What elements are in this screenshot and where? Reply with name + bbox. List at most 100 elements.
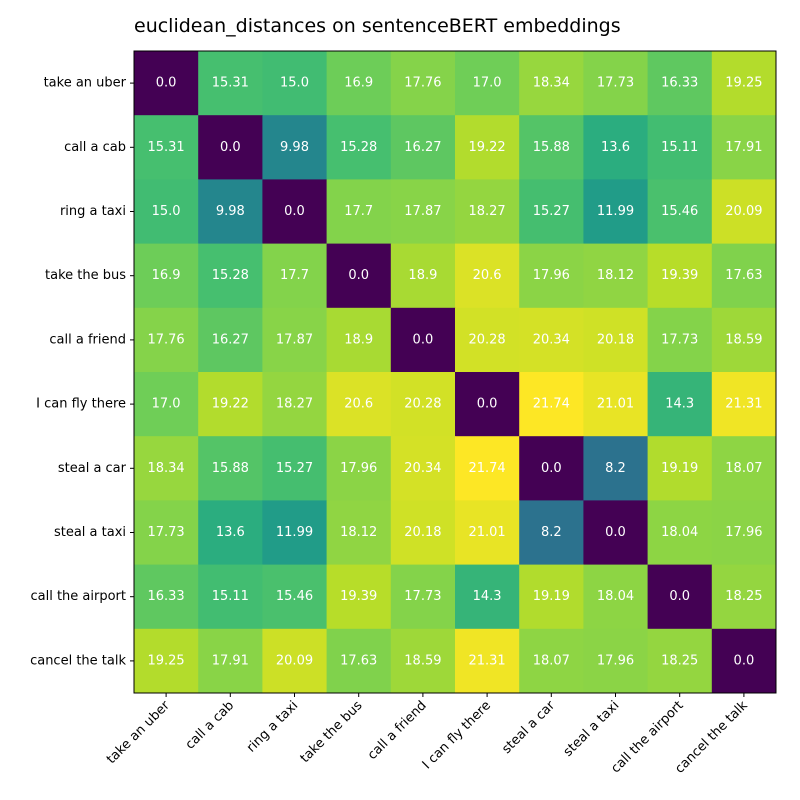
cell-value-label: 17.7 bbox=[280, 268, 309, 283]
heatmap-cell bbox=[455, 628, 520, 694]
heatmap-cell bbox=[134, 500, 199, 566]
heatmap-cell bbox=[390, 436, 456, 501]
cell-value-label: 20.18 bbox=[404, 525, 441, 540]
heatmap-cell bbox=[326, 372, 392, 437]
cell-value-label: 18.34 bbox=[533, 76, 570, 91]
heatmap-cell bbox=[583, 243, 649, 309]
cell-value-label: 21.74 bbox=[533, 397, 570, 412]
heatmap-cell bbox=[134, 51, 199, 116]
heatmap-cell bbox=[134, 564, 199, 630]
heatmap-cell bbox=[390, 372, 456, 437]
cell-value-labels: 0.0 15.31 15.0 16.9 17.76 17.0 18.34 17.73 16.33… bbox=[147, 76, 762, 669]
heatmap-cell bbox=[198, 628, 263, 694]
heatmap-cell bbox=[326, 500, 392, 566]
cell-value-label: 15.46 bbox=[276, 589, 313, 604]
heatmap-cell bbox=[198, 564, 263, 630]
heatmap-cell bbox=[390, 307, 456, 373]
y-tick-label: take an uber bbox=[44, 76, 127, 91]
heatmap-cell bbox=[134, 179, 199, 245]
heatmap-cell bbox=[390, 179, 456, 245]
heatmap-cell bbox=[390, 564, 456, 630]
cell-value-label: 15.46 bbox=[661, 204, 698, 219]
cell-value-label: 17.96 bbox=[533, 268, 570, 283]
cell-value-label: 8.2 bbox=[541, 525, 562, 540]
cell-value-label: 11.99 bbox=[276, 525, 313, 540]
cell-value-label: 20.34 bbox=[533, 332, 570, 347]
heatmap-cell bbox=[262, 628, 328, 694]
cell-value-label: 17.63 bbox=[725, 268, 762, 283]
cell-value-label: 17.96 bbox=[597, 653, 634, 668]
heatmap-cell bbox=[519, 307, 584, 373]
cell-value-label: 0.0 bbox=[669, 589, 690, 604]
cell-value-label: 18.34 bbox=[147, 461, 184, 476]
cell-value-label: 20.09 bbox=[276, 653, 313, 668]
cell-value-label: 14.3 bbox=[473, 589, 502, 604]
heatmap-cell bbox=[134, 307, 199, 373]
heatmap-cell bbox=[583, 179, 649, 245]
heatmap-cell bbox=[647, 628, 713, 694]
chart-title: euclidean_distances on sentenceBERT embe… bbox=[134, 15, 621, 37]
cell-value-label: 19.19 bbox=[661, 461, 698, 476]
cell-value-label: 16.9 bbox=[344, 76, 373, 91]
heatmap-cell bbox=[711, 115, 777, 180]
x-tick-label: steal a taxi bbox=[561, 698, 623, 760]
heatmap-cell bbox=[326, 628, 392, 694]
y-tick-label: call a cab bbox=[64, 140, 126, 155]
heatmap-cell bbox=[326, 243, 392, 309]
cell-value-label: 19.25 bbox=[725, 76, 762, 91]
heatmap-cell bbox=[647, 179, 713, 245]
cell-value-label: 15.27 bbox=[533, 204, 570, 219]
heatmap-cell bbox=[198, 500, 263, 566]
cell-value-label: 15.31 bbox=[147, 140, 184, 155]
x-tick-label: I can fly there bbox=[420, 698, 494, 772]
heatmap-cell bbox=[455, 243, 520, 309]
cell-value-label: 17.7 bbox=[344, 204, 373, 219]
cell-value-label: 0.0 bbox=[284, 204, 305, 219]
cell-value-label: 0.0 bbox=[156, 76, 177, 91]
heatmap-cell bbox=[198, 372, 263, 437]
heatmap-cells bbox=[134, 51, 777, 694]
heatmap-cell bbox=[583, 500, 649, 566]
cell-value-label: 18.59 bbox=[404, 653, 441, 668]
cell-value-label: 21.31 bbox=[725, 397, 762, 412]
heatmap-cell bbox=[647, 564, 713, 630]
heatmap-cell bbox=[262, 243, 328, 309]
y-tick-labels: take an uber call a cab ring a taxi take th… bbox=[30, 76, 127, 669]
heatmap-cell bbox=[711, 307, 777, 373]
cell-value-label: 0.0 bbox=[477, 397, 498, 412]
cell-value-label: 16.27 bbox=[212, 332, 249, 347]
heatmap-cell bbox=[134, 372, 199, 437]
cell-value-label: 18.9 bbox=[344, 332, 373, 347]
cell-value-label: 18.07 bbox=[725, 461, 762, 476]
heatmap-cell bbox=[455, 179, 520, 245]
cell-value-label: 19.19 bbox=[533, 589, 570, 604]
cell-value-label: 16.27 bbox=[404, 140, 441, 155]
y-tick-label: steal a taxi bbox=[54, 525, 126, 540]
heatmap-cell bbox=[198, 115, 263, 180]
cell-value-label: 18.12 bbox=[597, 268, 634, 283]
heatmap-cell bbox=[519, 179, 584, 245]
y-tick-label: I can fly there bbox=[36, 397, 126, 412]
cell-value-label: 9.98 bbox=[216, 204, 245, 219]
x-tick-label: steal a car bbox=[499, 698, 558, 757]
cell-value-label: 16.9 bbox=[152, 268, 181, 283]
cell-value-label: 18.25 bbox=[725, 589, 762, 604]
heatmap-cell bbox=[711, 500, 777, 566]
heatmap-cell bbox=[455, 115, 520, 180]
heatmap-cell bbox=[198, 307, 263, 373]
cell-value-label: 11.99 bbox=[597, 204, 634, 219]
heatmap-cell bbox=[583, 115, 649, 180]
heatmap-cell bbox=[519, 628, 584, 694]
heatmap-cell bbox=[519, 243, 584, 309]
x-tick-label: call a friend bbox=[365, 698, 430, 763]
heatmap-cell bbox=[198, 51, 263, 116]
heatmap-cell bbox=[262, 436, 328, 501]
y-tick-label: take the bus bbox=[45, 268, 126, 283]
cell-value-label: 18.59 bbox=[725, 332, 762, 347]
cell-value-label: 17.73 bbox=[404, 589, 441, 604]
heatmap-cell bbox=[198, 179, 263, 245]
cell-value-label: 20.6 bbox=[344, 397, 373, 412]
heatmap-cell bbox=[711, 372, 777, 437]
heatmap-cell bbox=[326, 436, 392, 501]
heatmap-cell bbox=[455, 436, 520, 501]
